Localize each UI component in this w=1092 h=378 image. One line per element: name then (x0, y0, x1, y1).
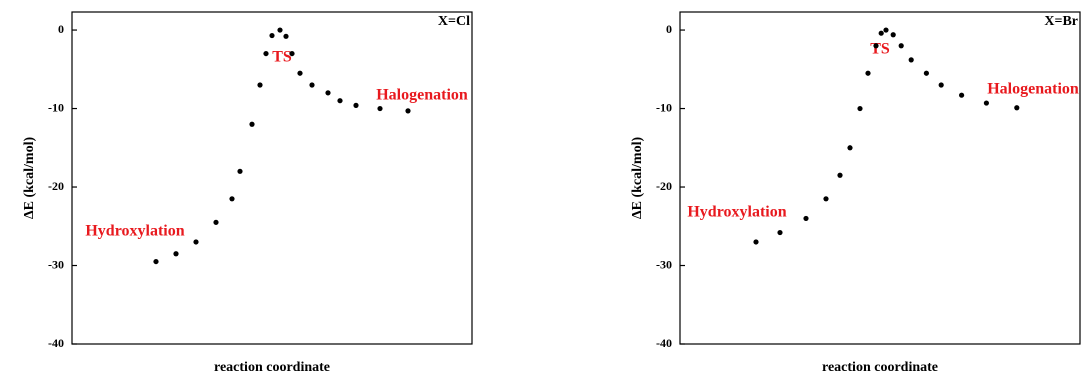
data-point (753, 239, 758, 244)
data-point (277, 27, 282, 32)
data-point (899, 43, 904, 48)
annotation: TS (272, 49, 292, 66)
data-point (939, 82, 944, 87)
y-tick-label: 0 (666, 22, 672, 36)
data-point (353, 103, 358, 108)
data-point (777, 230, 782, 235)
panel-label: X=Cl (438, 14, 470, 29)
y-axis-label: ΔE (kcal/mol) (630, 137, 645, 220)
data-point (283, 34, 288, 39)
y-tick-label: -30 (48, 257, 64, 271)
data-point (337, 98, 342, 103)
y-tick-label: -10 (656, 100, 672, 114)
annotation: Halogenation (987, 81, 1079, 98)
data-point (249, 122, 254, 127)
figure: 0 -10 -20 -30 -40 X=Cl reaction coordinate ΔE (… (0, 0, 1092, 378)
data-point (837, 173, 842, 178)
data-point (909, 57, 914, 62)
data-point (213, 220, 218, 225)
y-tick-label: -20 (48, 179, 64, 193)
data-point (959, 93, 964, 98)
y-tick-label: -10 (48, 100, 64, 114)
data-point (193, 239, 198, 244)
annotation: Halogenation (376, 87, 468, 104)
data-point (873, 43, 878, 48)
data-point (405, 108, 410, 113)
x-axis-label: reaction coordinate (214, 360, 330, 375)
data-point (879, 31, 884, 36)
data-point (377, 106, 382, 111)
data-point (984, 100, 989, 105)
data-point (891, 32, 896, 37)
data-point (263, 51, 268, 56)
data-point (153, 259, 158, 264)
data-point (173, 251, 178, 256)
data-point (803, 216, 808, 221)
x-axis-label: reaction coordinate (822, 360, 938, 375)
annotation: Hydroxylation (85, 223, 184, 240)
data-point (857, 106, 862, 111)
data-point (289, 51, 294, 56)
y-tick-label: 0 (58, 22, 64, 36)
data-point (269, 33, 274, 38)
data-point (309, 82, 314, 87)
y-tick-label: -40 (656, 336, 672, 350)
data-point (257, 82, 262, 87)
data-point (237, 169, 242, 174)
annotation: TS (870, 41, 890, 58)
data-point (325, 90, 330, 95)
data-point (865, 71, 870, 76)
data-point (297, 71, 302, 76)
data-point (823, 196, 828, 201)
data-point (1014, 105, 1019, 110)
data-point (847, 145, 852, 150)
data-point (883, 27, 888, 32)
y-tick-label: -20 (656, 179, 672, 193)
y-tick-label: -40 (48, 336, 64, 350)
data-point (924, 71, 929, 76)
y-tick-label: -30 (656, 257, 672, 271)
annotation: Hydroxylation (687, 204, 786, 221)
plot-frame (680, 12, 1080, 344)
data-point (229, 196, 234, 201)
y-axis-label: ΔE (kcal/mol) (22, 137, 37, 220)
panel-label: X=Br (1044, 14, 1078, 29)
